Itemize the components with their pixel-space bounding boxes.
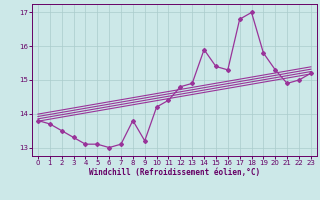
X-axis label: Windchill (Refroidissement éolien,°C): Windchill (Refroidissement éolien,°C) — [89, 168, 260, 177]
